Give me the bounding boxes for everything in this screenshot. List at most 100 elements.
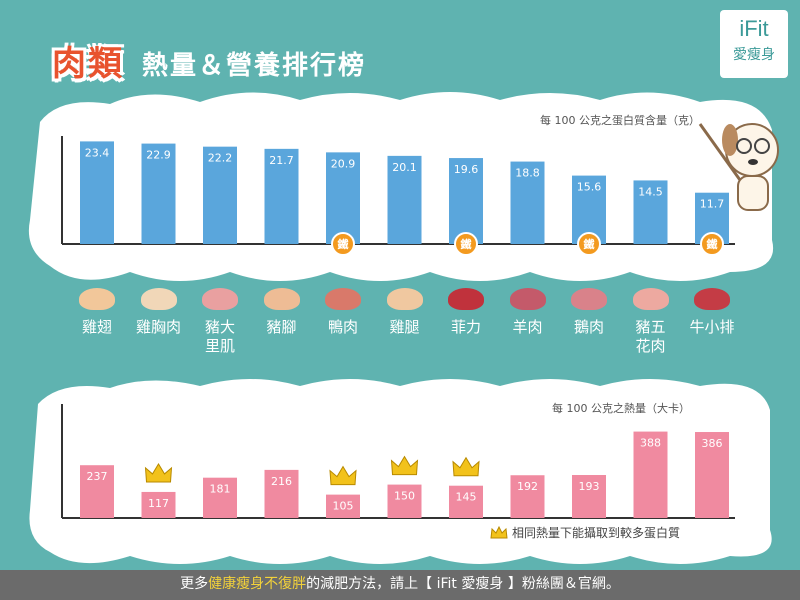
protein-value-label: 11.7: [700, 198, 725, 211]
protein-bar: [203, 146, 237, 244]
iron-badge-icon: [700, 232, 724, 256]
meat-icon: [448, 288, 484, 310]
legend-text: 相同熱量下能攝取到較多蛋白質: [512, 526, 681, 540]
footer-pre: 更多: [180, 576, 209, 592]
crown-icon: [144, 462, 173, 483]
protein-bar: [141, 143, 176, 244]
meat-item: 牛小排: [682, 284, 742, 337]
calorie-bar: [80, 465, 114, 518]
calorie-bar: [326, 494, 360, 518]
calorie-value-label: 386: [702, 437, 723, 450]
protein-value-label: 20.1: [392, 161, 417, 174]
protein-bar: [449, 158, 483, 244]
protein-bar: [633, 180, 668, 244]
ifit-logo[interactable]: iFit 愛瘦身: [720, 10, 788, 78]
meat-label: 雞翅: [81, 318, 112, 336]
calorie-bar: [510, 475, 545, 518]
protein-bar: [264, 148, 299, 244]
logo-subtext: 愛瘦身: [733, 47, 775, 63]
meat-icon: [632, 288, 669, 310]
calorie-bar: [203, 477, 237, 518]
title-sub: 熱量＆營養排行榜: [142, 51, 367, 81]
calorie-value-label: 145: [456, 491, 477, 504]
meat-item: 雞腿: [375, 284, 435, 337]
calorie-bar: [264, 469, 299, 518]
crown-icon: [390, 455, 419, 476]
meat-label: 雞腿: [389, 318, 420, 336]
calorie-value-label: 105: [333, 500, 354, 513]
crown-legend: 相同熱量下能攝取到較多蛋白質: [490, 524, 680, 541]
protein-value-label: 14.5: [638, 185, 663, 198]
meat-icon: [79, 288, 115, 310]
iron-badge-label: 鐵: [584, 237, 595, 251]
calorie-value-label: 150: [394, 490, 415, 503]
calorie-value-label: 117: [148, 497, 169, 510]
calorie-chart-title: 每 100 公克之熱量（大卡）: [552, 401, 690, 415]
meat-label: 雞胸肉: [135, 318, 181, 336]
protein-bar: [510, 161, 545, 244]
iron-badge-label: 鐵: [338, 237, 349, 251]
meat-item: 鴨肉: [313, 284, 373, 337]
meat-icon: [325, 288, 361, 310]
protein-value-label: 20.9: [331, 157, 356, 170]
calorie-value-label: 388: [640, 437, 661, 450]
calorie-value-label: 192: [517, 480, 538, 493]
calorie-value-label: 216: [271, 475, 292, 488]
meat-item: 雞胸肉: [129, 284, 189, 337]
protein-value-label: 15.6: [577, 181, 602, 194]
protein-value-label: 21.7: [269, 154, 294, 167]
calorie-value-label: 181: [210, 483, 231, 496]
calorie-bar: [633, 431, 668, 518]
meat-item: 菲力: [436, 284, 496, 337]
meat-label: 菲力: [450, 318, 481, 336]
iron-badge-icon: [454, 232, 478, 256]
protein-bar: [326, 152, 360, 244]
meat-icon: [386, 288, 423, 310]
charts-svg: 每 100 公克之蛋白質含量（克） 23.4 22.9 22.2 21.7 20.9 鐵 20…: [28, 92, 779, 564]
meat-label: 牛小排: [689, 318, 735, 336]
footer-post: 的減肥方法，請上【 iFit 愛瘦身 】粉絲團＆官網。: [306, 576, 620, 592]
meat-label: 豬腳: [266, 318, 297, 336]
calorie-bar: [695, 432, 729, 518]
meat-label: 鴨肉: [327, 318, 358, 336]
footer-highlight: 健康瘦身不復胖: [208, 576, 307, 592]
calorie-bar: [449, 485, 483, 518]
meat-item: 豬腳: [252, 284, 312, 337]
protein-bar: [387, 155, 422, 244]
meat-item: 鵝肉: [559, 284, 619, 337]
crown-icon: [452, 456, 480, 477]
meat-icon: [571, 288, 607, 310]
title: 肉類 熱量＆營養排行榜: [52, 36, 366, 85]
crown-icon: [490, 525, 508, 538]
footer-bar[interactable]: 更多健康瘦身不復胖的減肥方法，請上【 iFit 愛瘦身 】粉絲團＆官網。: [0, 570, 800, 600]
calorie-bar: [572, 475, 606, 518]
protein-value-label: 22.9: [146, 149, 171, 162]
iron-badge-icon: [577, 232, 601, 256]
logo-text: iFit: [739, 16, 769, 41]
meat-icon: [140, 288, 177, 310]
meat-label: 豬五 花肉: [635, 318, 666, 355]
dog-mascot-icon: [698, 123, 779, 211]
meat-icon: [509, 288, 546, 310]
protein-value-label: 23.4: [85, 146, 110, 159]
meat-icon: [202, 288, 238, 310]
meat-label: 鵝肉: [573, 318, 604, 336]
meat-item: 豬大 里肌: [190, 284, 250, 356]
crown-icon: [329, 465, 357, 486]
iron-badge-icon: [331, 232, 355, 256]
meat-label: 羊肉: [512, 318, 543, 336]
calorie-bar: [141, 491, 176, 518]
meat-item: 豬五 花肉: [621, 284, 681, 356]
protein-chart-title: 每 100 公克之蛋白質含量（克）: [540, 113, 700, 127]
protein-value-label: 22.2: [208, 152, 233, 165]
calorie-bar: [387, 484, 422, 518]
protein-value-label: 18.8: [515, 167, 540, 180]
calorie-value-label: 193: [579, 480, 600, 493]
iron-badge-label: 鐵: [707, 237, 718, 251]
meat-item: 雞翅: [67, 284, 127, 337]
calorie-value-label: 237: [87, 470, 108, 483]
protein-value-label: 19.6: [454, 163, 479, 176]
meat-label: 豬大 里肌: [204, 318, 235, 355]
meat-icon: [694, 288, 730, 310]
meat-legend-row: 雞翅 雞胸肉 豬大 里肌 豬腳 鴨肉 雞腿 菲力 羊肉 鵝肉 豬五 花肉 牛小排: [60, 284, 740, 374]
